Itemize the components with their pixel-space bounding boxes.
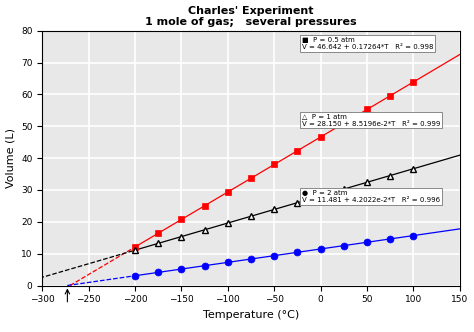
X-axis label: Temperature (°C): Temperature (°C) (203, 310, 299, 320)
Text: ■  P = 0.5 atm
V = 46.642 + 0.17264*T   R² = 0.998: ■ P = 0.5 atm V = 46.642 + 0.17264*T R² … (302, 37, 434, 50)
Text: △  P = 1 atm
V = 28.150 + 8.5196e-2*T   R² = 0.999: △ P = 1 atm V = 28.150 + 8.5196e-2*T R² … (302, 114, 440, 126)
Text: ●  P = 2 atm
V = 11.481 + 4.2022e-2*T   R² = 0.996: ● P = 2 atm V = 11.481 + 4.2022e-2*T R² … (302, 190, 440, 203)
Title: Charles' Experiment
1 mole of gas;   several pressures: Charles' Experiment 1 mole of gas; sever… (145, 6, 357, 27)
Y-axis label: Volume (L): Volume (L) (6, 128, 16, 188)
